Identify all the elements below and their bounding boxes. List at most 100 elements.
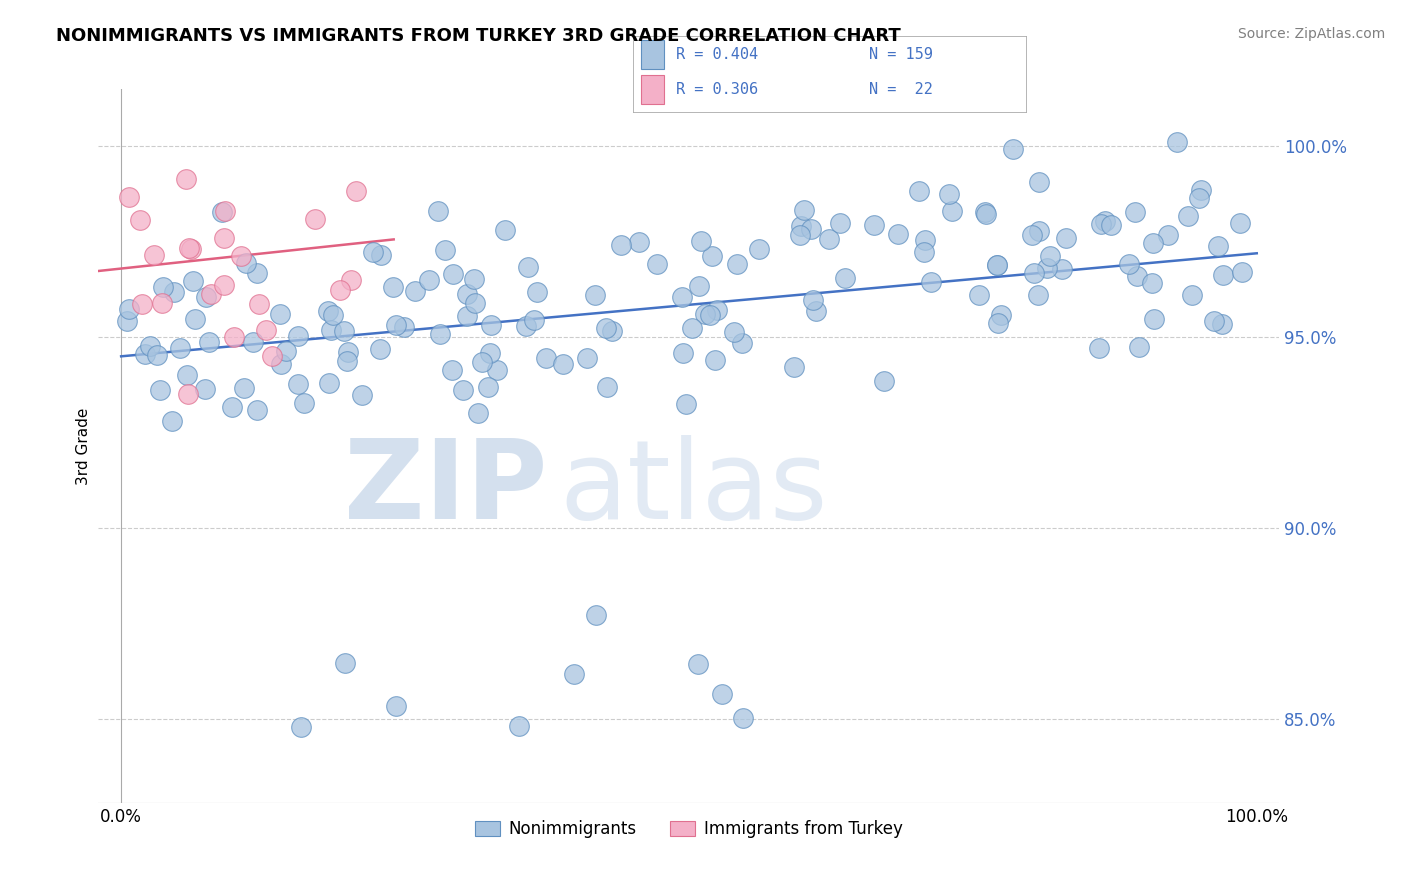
Point — [1094, 214, 1116, 228]
Point — [479, 345, 502, 359]
Point — [467, 406, 489, 420]
Point — [1052, 261, 1074, 276]
Point — [370, 248, 392, 262]
Point — [292, 396, 315, 410]
Point — [733, 710, 755, 724]
Point — [830, 216, 852, 230]
Point — [938, 186, 960, 201]
Point — [583, 287, 606, 301]
Text: R = 0.404: R = 0.404 — [676, 47, 758, 62]
Point — [254, 323, 277, 337]
Point — [1056, 231, 1078, 245]
Point — [974, 205, 997, 219]
Point — [1188, 191, 1211, 205]
Point — [184, 312, 207, 326]
Point — [1039, 249, 1062, 263]
Point — [1001, 143, 1024, 157]
Point — [1206, 238, 1229, 252]
Point — [804, 304, 827, 318]
Point — [131, 297, 153, 311]
Point — [477, 379, 499, 393]
Point — [1118, 257, 1140, 271]
Text: R = 0.306: R = 0.306 — [676, 82, 758, 97]
Point — [1177, 209, 1199, 223]
Point — [418, 273, 440, 287]
Point — [818, 232, 841, 246]
Point — [274, 344, 297, 359]
Point — [177, 242, 200, 256]
Point — [1204, 314, 1226, 328]
Point — [595, 380, 617, 394]
Point — [200, 287, 222, 301]
Point — [628, 235, 651, 249]
Point — [385, 318, 408, 332]
Point — [235, 255, 257, 269]
Point — [332, 325, 354, 339]
Point — [672, 345, 695, 359]
Point — [920, 276, 942, 290]
Point — [523, 313, 546, 327]
Point — [731, 336, 754, 351]
Point — [162, 414, 184, 428]
Point — [1126, 268, 1149, 283]
Y-axis label: 3rd Grade: 3rd Grade — [76, 408, 91, 484]
Point — [699, 308, 721, 322]
Point — [118, 190, 141, 204]
Bar — [641, 40, 664, 69]
Point — [647, 257, 669, 271]
Point — [508, 719, 530, 733]
Point — [146, 348, 169, 362]
Point — [471, 355, 494, 369]
Point — [873, 374, 896, 388]
Point — [318, 376, 340, 390]
Point — [1028, 175, 1050, 189]
Point — [181, 274, 204, 288]
Text: NONIMMIGRANTS VS IMMIGRANTS FROM TURKEY 3RD GRADE CORRELATION CHART: NONIMMIGRANTS VS IMMIGRANTS FROM TURKEY … — [56, 27, 901, 45]
Point — [287, 329, 309, 343]
Point — [987, 316, 1010, 330]
Text: Source: ZipAtlas.com: Source: ZipAtlas.com — [1237, 27, 1385, 41]
Text: N = 159: N = 159 — [869, 47, 932, 62]
Point — [426, 204, 449, 219]
Text: N =  22: N = 22 — [869, 82, 932, 97]
Point — [688, 279, 710, 293]
Point — [485, 363, 508, 377]
Point — [600, 324, 623, 338]
Point — [194, 382, 217, 396]
Point — [1140, 277, 1163, 291]
Point — [433, 244, 456, 258]
Point — [990, 308, 1012, 322]
Point — [986, 258, 1008, 272]
Point — [232, 381, 254, 395]
Point — [1229, 216, 1251, 230]
Point — [723, 325, 745, 339]
Point — [526, 285, 548, 300]
Point — [242, 334, 264, 349]
Point — [1036, 260, 1059, 275]
Point — [690, 234, 713, 248]
Point — [180, 242, 202, 256]
Point — [551, 357, 574, 371]
Point — [456, 287, 478, 301]
Point — [1142, 235, 1164, 250]
Point — [517, 260, 540, 274]
Point — [212, 231, 235, 245]
Point — [134, 347, 156, 361]
Point — [246, 402, 269, 417]
Point — [329, 283, 352, 297]
Point — [1189, 183, 1212, 197]
Point — [789, 227, 811, 242]
Point — [711, 687, 734, 701]
Point — [152, 280, 174, 294]
Point — [610, 238, 633, 252]
Point — [316, 304, 339, 318]
Point — [149, 383, 172, 397]
Point — [1212, 268, 1234, 282]
Point — [494, 223, 516, 237]
Point — [117, 313, 139, 327]
Point — [463, 272, 485, 286]
Point — [304, 212, 326, 227]
Point — [429, 326, 451, 341]
Point — [139, 338, 162, 352]
Point — [747, 243, 769, 257]
